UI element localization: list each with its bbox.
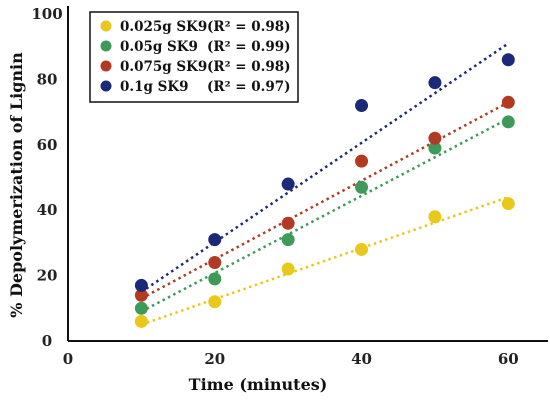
x-tick-label: 60 [498,350,519,368]
data-point-series-1 [281,262,295,276]
x-tick-label: 40 [351,350,372,368]
data-point-series-1 [134,314,148,328]
data-point-series-4 [428,76,442,90]
legend-r-squared: (R² = 0.98) [207,19,291,35]
data-point-series-3 [501,95,515,109]
y-tick-label: 20 [37,267,58,285]
data-point-series-2 [428,141,442,155]
data-point-series-3 [355,154,369,168]
y-tick-label: 100 [31,5,62,23]
data-point-series-3 [281,216,295,230]
data-point-series-3 [428,131,442,145]
data-point-series-2 [208,272,222,286]
legend-series-name: 0.05g SK9 [120,39,198,55]
axes [67,6,548,342]
legend-marker-series-2 [100,40,112,52]
legend-r-squared: (R² = 0.97) [207,79,291,95]
trend-lines [140,42,510,326]
data-point-series-4 [355,99,369,113]
data-point-series-4 [208,233,222,247]
data-point-series-1 [208,295,222,309]
x-axis-title: Time (minutes) [189,375,328,394]
trend-line-series-4 [140,42,510,293]
y-tick-label: 60 [37,136,58,154]
legend-marker-series-3 [100,60,112,72]
data-point-series-4 [281,177,295,191]
data-point-series-1 [501,197,515,211]
x-tick-label: 0 [63,350,73,368]
data-point-series-2 [501,115,515,129]
legend: 0.025g SK9 (R² = 0.98)0.05g SK9 (R² = 0.99… [89,11,299,103]
data-points [134,53,515,328]
y-tick-label: 40 [37,201,58,219]
trend-line-series-1 [140,195,509,326]
trend-line-series-3 [140,101,509,300]
legend-box [89,11,299,103]
legend-series-name: 0.075g SK9 [120,59,207,75]
legend-series-name: 0.025g SK9 [120,19,207,35]
legend-marker-series-1 [100,20,112,32]
legend-marker-series-4 [100,80,112,92]
data-point-series-4 [134,278,148,292]
legend-series-name: 0.1g SK9 [120,79,189,95]
legend-r-squared: (R² = 0.99) [207,39,291,55]
data-point-series-3 [134,288,148,302]
data-point-series-2 [281,233,295,247]
y-tick-label: 80 [37,70,58,88]
x-tick-label: 20 [204,350,225,368]
data-point-series-1 [355,242,369,256]
y-tick-label: 0 [42,332,52,350]
data-point-series-4 [501,53,515,67]
data-point-series-2 [355,180,369,194]
tick-labels: 0 20 40 60 80 100 0 20 40 60 [31,5,518,368]
y-axis-title: % Depolymerization of Lignin [7,52,26,318]
data-point-series-1 [428,210,442,224]
data-point-series-2 [134,301,148,315]
data-point-series-3 [208,256,222,270]
legend-r-squared: (R² = 0.98) [207,59,291,75]
